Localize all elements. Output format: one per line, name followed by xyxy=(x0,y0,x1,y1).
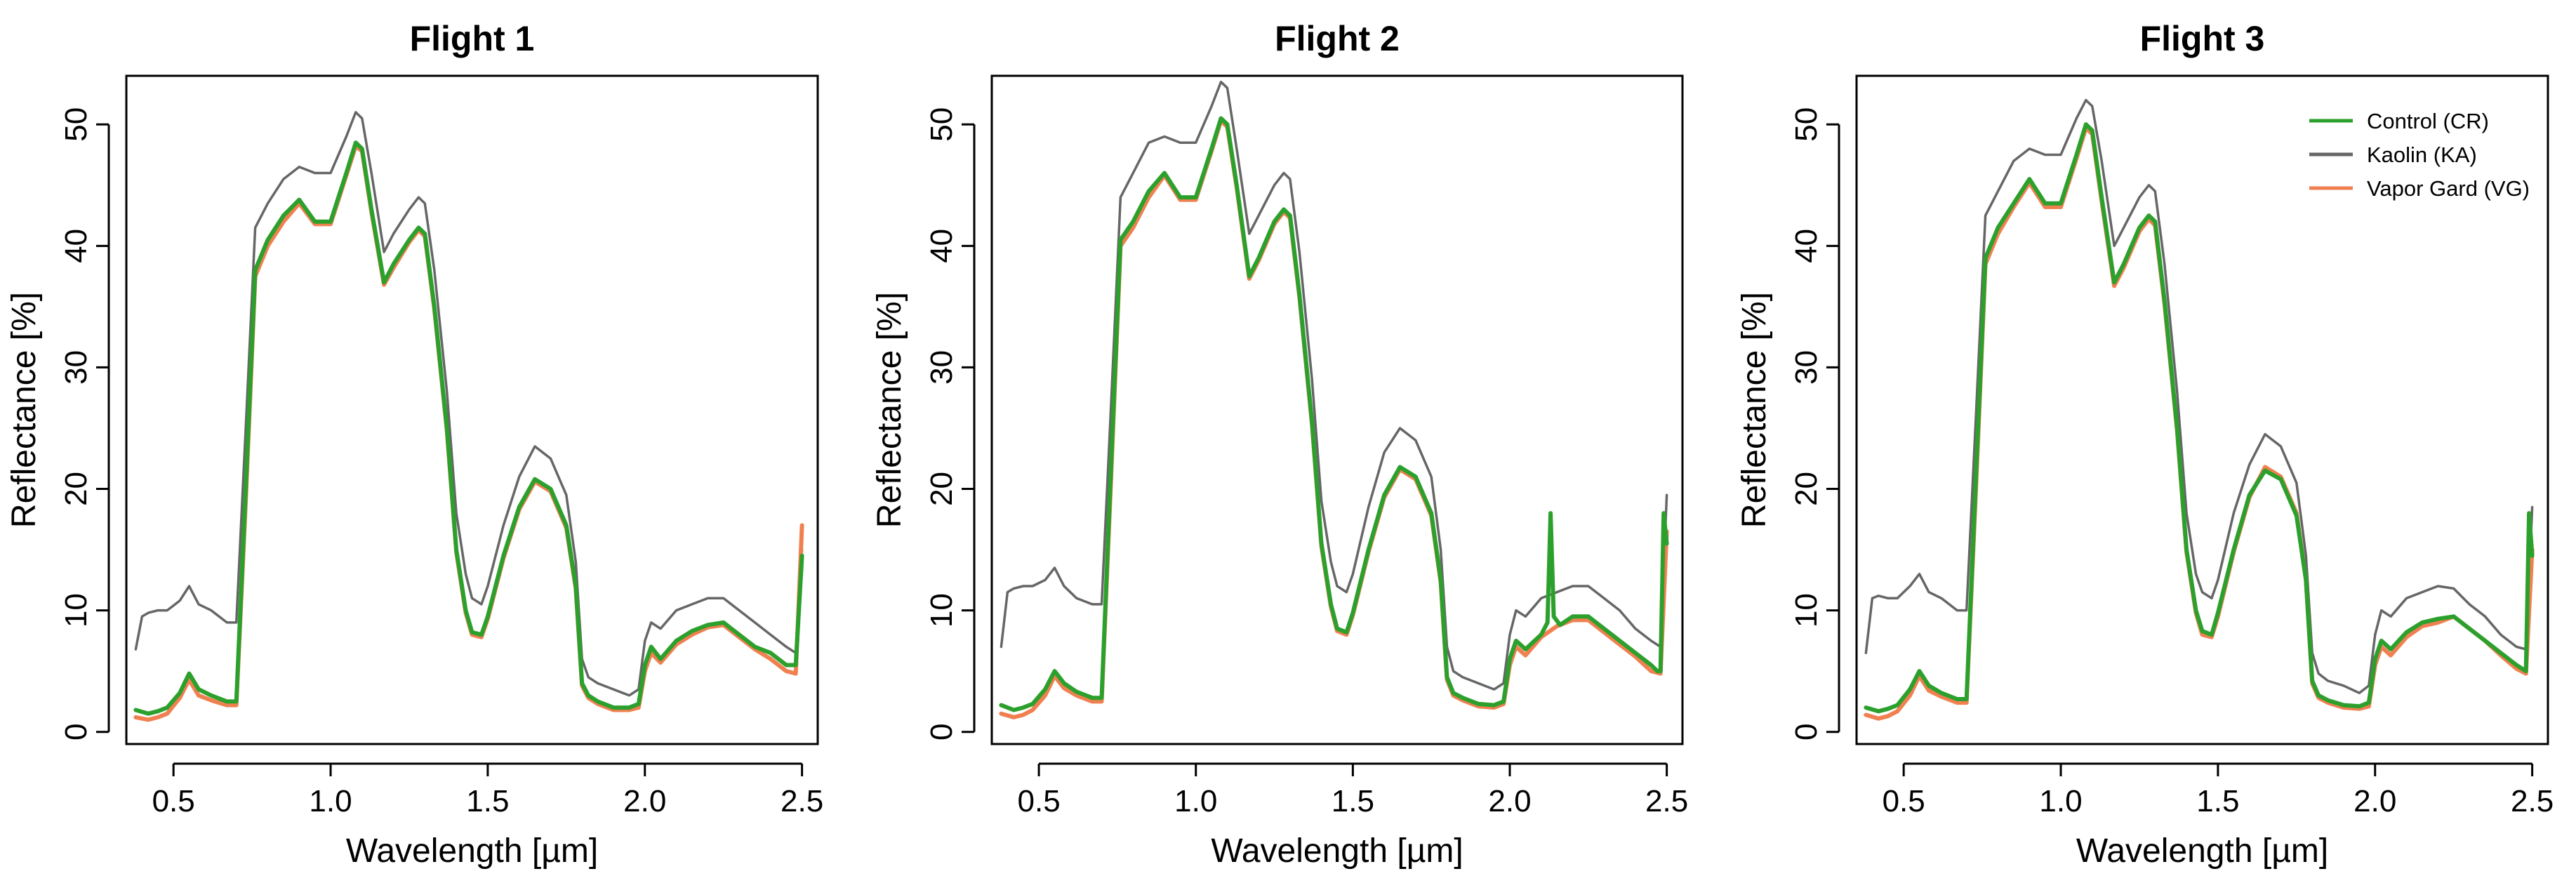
panel-1: Flight 1 0.5 1.0 1.5 2.0 2.5 0 10 20 30 40 50 Wavele… xyxy=(6,19,823,870)
y-tick-label: 10 xyxy=(1789,593,1824,628)
y-tick-label: 20 xyxy=(59,472,93,506)
x-tick-label: 0.5 xyxy=(1883,784,1925,818)
series-line-kaolin-ka xyxy=(134,111,804,697)
y-tick-label: 30 xyxy=(1789,350,1824,385)
x-axis-label: Wavelength [µm] xyxy=(1211,832,1463,870)
x-tick-label: 1.0 xyxy=(309,784,352,818)
y-tick-label: 50 xyxy=(1789,107,1824,142)
y-axis-label: Reflectance [%] xyxy=(6,292,43,528)
series-line-kaolin-ka xyxy=(1000,80,1668,691)
y-tick-label: 40 xyxy=(59,229,93,263)
series-line-control-cr xyxy=(1864,122,2535,714)
x-tick-label: 1.5 xyxy=(2196,784,2239,818)
x-tick-label: 2.0 xyxy=(623,784,666,818)
y-axis-label: Reflectance [%] xyxy=(1736,292,1773,528)
x-tick-label: 2.0 xyxy=(1488,784,1531,818)
x-tick-label: 1.5 xyxy=(1332,784,1374,818)
panel-title: Flight 3 xyxy=(2140,19,2265,58)
series-line-control-cr xyxy=(999,116,1669,712)
x-tick-label: 1.0 xyxy=(1174,784,1217,818)
panel-2: Flight 2 0.5 1.0 1.5 2.0 2.5 0 10 20 30 40 50 Wavele… xyxy=(871,19,1688,870)
x-axis-label: Wavelength [µm] xyxy=(346,832,598,870)
panel-title: Flight 1 xyxy=(410,19,535,58)
x-tick-label: 2.5 xyxy=(2511,784,2554,818)
y-tick-label: 40 xyxy=(924,229,959,263)
series-line-control-cr xyxy=(133,140,804,716)
y-tick-label: 10 xyxy=(59,593,93,628)
y-tick-label: 20 xyxy=(924,472,959,506)
y-tick-label: 0 xyxy=(59,723,93,740)
y-tick-label: 40 xyxy=(1789,229,1824,263)
y-tick-label: 30 xyxy=(59,350,93,385)
series-line-kaolin-ka xyxy=(1864,98,2534,695)
legend-label: Control (CR) xyxy=(2367,109,2489,133)
y-tick-label: 50 xyxy=(59,107,93,142)
y-tick-label: 50 xyxy=(924,107,959,142)
x-axis-label: Wavelength [µm] xyxy=(2076,832,2328,870)
plot-frame xyxy=(990,74,1684,745)
x-tick-label: 2.0 xyxy=(2353,784,2396,818)
y-tick-label: 10 xyxy=(924,593,959,628)
panel-3: Flight 3 0.5 1.0 1.5 2.0 2.5 0 10 20 30 40 50 Wavele… xyxy=(1736,19,2554,870)
legend: Control (CR) Kaolin (KA) Vapor Gard (VG) xyxy=(2309,109,2530,201)
y-tick-label: 30 xyxy=(924,350,959,385)
y-tick-label: 0 xyxy=(924,723,959,740)
x-tick-label: 1.0 xyxy=(2039,784,2082,818)
plot-frame xyxy=(125,74,819,745)
y-tick-label: 20 xyxy=(1789,472,1824,506)
legend-label: Vapor Gard (VG) xyxy=(2367,176,2530,201)
panel-title: Flight 2 xyxy=(1275,19,1400,58)
x-tick-label: 2.5 xyxy=(1645,784,1688,818)
x-tick-label: 0.5 xyxy=(152,784,195,818)
y-axis-label: Reflectance [%] xyxy=(871,292,908,528)
x-tick-label: 1.5 xyxy=(466,784,509,818)
plot-frame xyxy=(1855,74,2549,745)
legend-label: Kaolin (KA) xyxy=(2367,142,2477,167)
x-tick-label: 0.5 xyxy=(1018,784,1061,818)
y-tick-label: 0 xyxy=(1789,723,1824,740)
x-tick-label: 2.5 xyxy=(781,784,823,818)
